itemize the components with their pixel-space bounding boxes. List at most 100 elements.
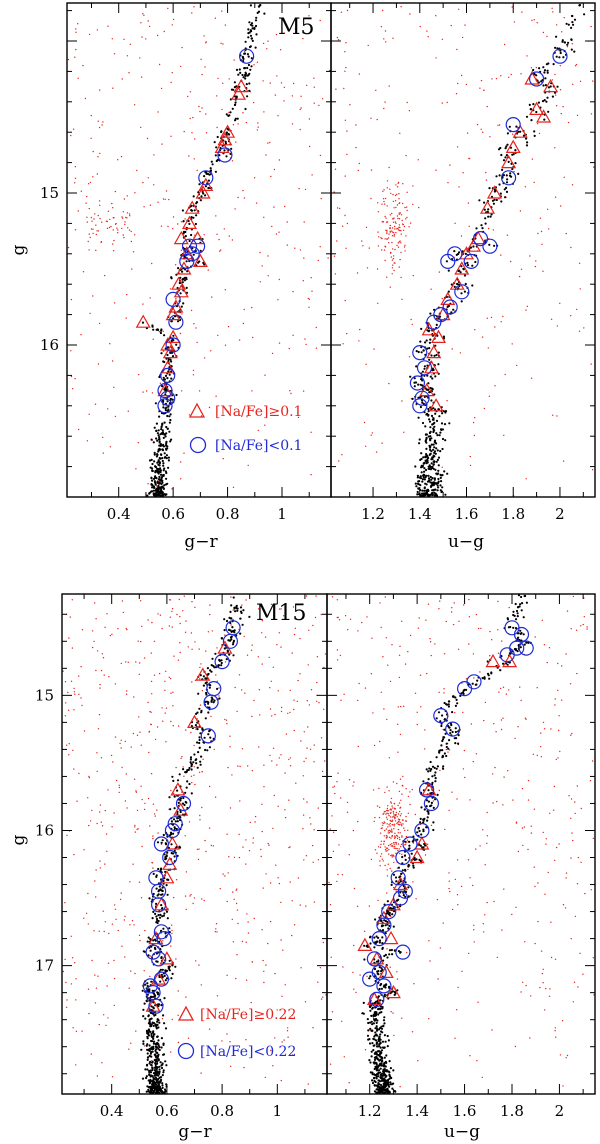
m5-right-member-star [434, 408, 437, 411]
m5-right-field-star [403, 225, 406, 228]
m15-left-field-star [179, 616, 181, 618]
m15-left-field-star [190, 731, 192, 734]
m5-right-member-star [503, 188, 506, 191]
m15-right-member-star [369, 975, 372, 978]
m15-left-field-star [67, 691, 69, 694]
m15-left-field-star [168, 625, 170, 627]
m15-right-field-star [385, 813, 387, 815]
m5-left-field-star [318, 104, 320, 107]
m15-left-field-star [65, 981, 67, 984]
m15-right-field-star [397, 751, 399, 753]
m15-left-field-star [216, 995, 219, 997]
m15-left-field-star [128, 987, 130, 989]
m15-left-field-star [157, 613, 159, 615]
m5-right-field-star [525, 478, 527, 480]
m15-left-member-star [188, 782, 191, 786]
m15-right-field-star [401, 793, 403, 795]
m15-left-member-star [152, 939, 155, 942]
m5-left-field-star [319, 154, 322, 157]
m5-right-field-star [399, 258, 401, 261]
m5-left-member-star [197, 191, 200, 194]
m5-left-field-star [305, 343, 307, 346]
m15-left-member-star [156, 1055, 160, 1058]
m5-left-field-star [99, 217, 101, 220]
m15-left-member-star [148, 1071, 151, 1074]
m15-left-field-star [149, 825, 151, 827]
m5-left-field-star [196, 169, 198, 172]
m5-right-member-star [435, 419, 439, 422]
m15-left-member-star [155, 902, 158, 906]
m15-left-member-star [148, 1073, 151, 1076]
m15-right-field-star [453, 602, 455, 604]
m15-left-member-star [236, 607, 239, 610]
m15-left-member-star [179, 797, 182, 800]
m15-left-member-star [168, 969, 171, 972]
m5-left-field-star [262, 42, 265, 45]
m5-left-field-star [308, 118, 311, 120]
m5-right-member-star [506, 132, 509, 135]
m15-left-field-star [153, 674, 156, 676]
m5-left-field-star [167, 7, 169, 10]
m15-right-member-star [381, 1078, 384, 1081]
m15-right-field-star [564, 907, 567, 909]
m5-right-member-star [427, 489, 430, 492]
m15-left-field-star [125, 627, 127, 630]
m15-left-field-star [94, 602, 96, 604]
m15-left-member-star [145, 1029, 149, 1032]
m15-left-field-star [178, 598, 180, 601]
m5-left-member-star [162, 464, 165, 467]
m15-left-member-star [158, 1021, 161, 1024]
m5-right-field-star [391, 267, 394, 269]
m15-right-member-star [454, 696, 457, 699]
m5-left-field-star [159, 382, 162, 384]
m15-left-field-star [250, 649, 253, 651]
m5-right-na-poor-circle [414, 390, 430, 406]
m5-right-member-star [547, 62, 550, 65]
m15-left-field-star [313, 829, 315, 831]
m15-right-field-star [337, 873, 339, 876]
m15-left-member-star [177, 801, 180, 805]
m5-left-field-star [128, 229, 131, 231]
m5-left-member-star [168, 430, 171, 433]
m5-right-member-star [420, 477, 423, 480]
m15-left-member-star [141, 1077, 145, 1080]
m5-left-field-star [87, 183, 90, 185]
m15-left-member-star [213, 699, 216, 702]
m15-right-field-star [514, 737, 516, 740]
m15-right-field-star [398, 818, 401, 821]
m5-right-member-star [431, 418, 434, 421]
m15-left-field-star [192, 902, 194, 905]
m15-left-field-star [175, 879, 178, 881]
m15-left-field-star [87, 988, 90, 990]
m5-left-member-star [162, 462, 165, 465]
m15-left-member-star [239, 617, 242, 620]
m15-left-field-star [102, 657, 105, 659]
m5-left-field-star [75, 31, 77, 33]
m5-right-field-star [397, 246, 400, 248]
m15-right-field-star [511, 913, 513, 916]
m5-right-member-star [440, 480, 443, 483]
m5-right-member-star [422, 349, 425, 352]
m15-right-field-star [348, 779, 351, 781]
m5-left-field-star [302, 280, 304, 282]
m15-right-member-star [388, 911, 391, 915]
m15-right-field-star [592, 837, 594, 840]
m15-left-member-star [223, 629, 226, 632]
m15-left-member-star [165, 977, 169, 980]
m5-left-member-star [166, 353, 169, 357]
m15-left-field-star [199, 678, 201, 680]
m15-left-field-star [228, 856, 230, 858]
m15-left-member-star [198, 746, 201, 750]
m15-right-field-star [402, 823, 404, 825]
m5-right-member-star [425, 462, 428, 465]
m5-right-field-star [396, 215, 399, 217]
m5-left-member-star [163, 456, 166, 459]
m15-left-field-star [208, 827, 211, 829]
m5-left-member-star [150, 438, 153, 441]
m5-right-field-star [386, 229, 388, 232]
m5-left-field-star [145, 38, 147, 40]
m15-right-field-star [396, 847, 398, 850]
m15-right-member-star [369, 1061, 372, 1064]
m5-left-member-star [250, 57, 253, 60]
m15-right-field-star [501, 640, 503, 642]
